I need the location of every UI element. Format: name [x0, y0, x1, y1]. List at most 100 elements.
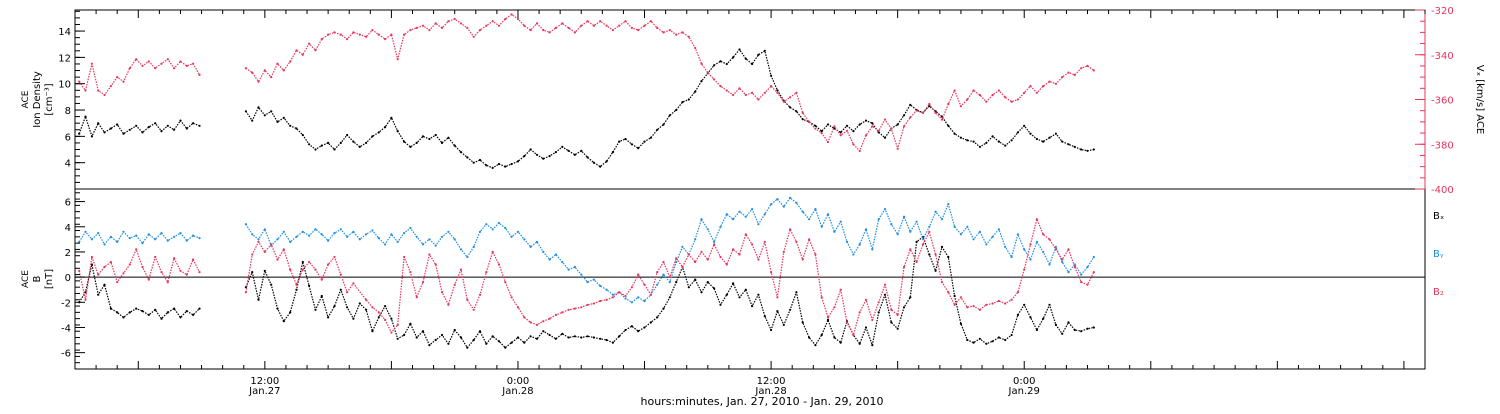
data-point	[675, 257, 678, 260]
data-point	[896, 313, 899, 316]
series-line	[78, 263, 200, 320]
y-right-tick-label: -320	[1431, 6, 1454, 17]
data-point	[618, 291, 621, 294]
series-line	[245, 218, 1095, 336]
data-point	[605, 24, 608, 27]
data-point	[447, 20, 450, 23]
data-point	[415, 235, 418, 238]
data-point	[1004, 144, 1007, 147]
data-point	[953, 89, 956, 92]
data-point	[1023, 124, 1026, 127]
data-point	[491, 335, 494, 338]
data-point	[434, 244, 437, 247]
data-point	[535, 153, 539, 156]
data-point	[295, 49, 298, 52]
data-point	[637, 147, 640, 150]
data-point	[327, 263, 330, 266]
data-point	[592, 278, 596, 281]
data-point	[504, 165, 507, 168]
data-point	[472, 338, 475, 342]
data-point	[972, 238, 975, 241]
data-point	[1016, 131, 1020, 134]
data-point	[179, 60, 182, 63]
data-point	[972, 305, 975, 308]
data-point	[1054, 132, 1057, 135]
data-point	[1092, 326, 1095, 329]
data-point	[599, 299, 602, 303]
data-point	[396, 58, 399, 61]
data-point	[713, 64, 716, 67]
data-point	[548, 31, 551, 34]
data-point	[542, 330, 545, 333]
data-point	[1073, 73, 1076, 76]
data-point	[440, 333, 444, 337]
data-point	[966, 225, 969, 228]
data-point	[770, 74, 773, 77]
data-point	[909, 248, 912, 251]
data-point	[1010, 333, 1013, 337]
data-point	[365, 35, 368, 38]
data-point	[384, 126, 387, 129]
data-point	[122, 230, 125, 233]
data-point	[447, 136, 450, 139]
data-point	[668, 114, 671, 117]
data-point	[1048, 238, 1051, 241]
data-point	[991, 302, 994, 305]
data-point	[434, 133, 437, 137]
data-point	[801, 210, 804, 213]
x-tick-date-label: Jan.28	[501, 386, 533, 397]
data-point	[643, 326, 646, 329]
data-point	[173, 128, 176, 131]
data-point	[858, 243, 861, 246]
data-point	[434, 263, 437, 266]
data-point	[308, 284, 311, 287]
data-point	[839, 341, 842, 344]
data-point	[1086, 64, 1089, 67]
data-point	[1029, 243, 1032, 246]
data-point	[751, 243, 754, 246]
data-point	[135, 248, 138, 251]
data-point	[763, 213, 766, 216]
data-point	[700, 218, 703, 221]
data-point	[263, 269, 266, 272]
data-point	[154, 308, 157, 311]
data-point	[1092, 69, 1095, 72]
data-point	[713, 78, 716, 81]
data-point	[985, 342, 988, 345]
data-point	[1029, 258, 1032, 261]
data-point	[1004, 338, 1007, 342]
data-point	[78, 240, 81, 243]
data-point	[997, 336, 1001, 339]
data-point	[466, 298, 469, 301]
data-point	[1061, 76, 1064, 79]
data-point	[947, 203, 950, 206]
data-point	[459, 248, 463, 251]
y-left-tick-label: 2	[65, 248, 71, 259]
data-point	[757, 98, 760, 101]
data-point	[535, 323, 539, 326]
data-point	[1010, 100, 1013, 103]
data-point	[84, 115, 87, 118]
data-point	[447, 230, 450, 233]
y-left-tick-label: 12	[58, 53, 71, 64]
x-tick-time-label: 0:00	[507, 376, 529, 387]
data-point	[719, 225, 722, 228]
data-point	[763, 240, 766, 243]
data-point	[902, 306, 906, 309]
data-point	[1086, 283, 1089, 286]
data-point	[839, 288, 842, 291]
data-point	[782, 100, 785, 103]
data-point	[738, 48, 741, 51]
data-point	[276, 307, 279, 310]
data-point	[263, 114, 266, 117]
data-point	[478, 158, 482, 162]
data-point	[447, 342, 450, 345]
data-point	[128, 263, 131, 266]
data-point	[618, 24, 621, 27]
data-point	[592, 302, 596, 305]
data-point	[732, 218, 735, 221]
data-point	[459, 268, 463, 271]
data-point	[649, 293, 653, 296]
data-point	[814, 344, 817, 347]
data-point	[403, 140, 406, 143]
